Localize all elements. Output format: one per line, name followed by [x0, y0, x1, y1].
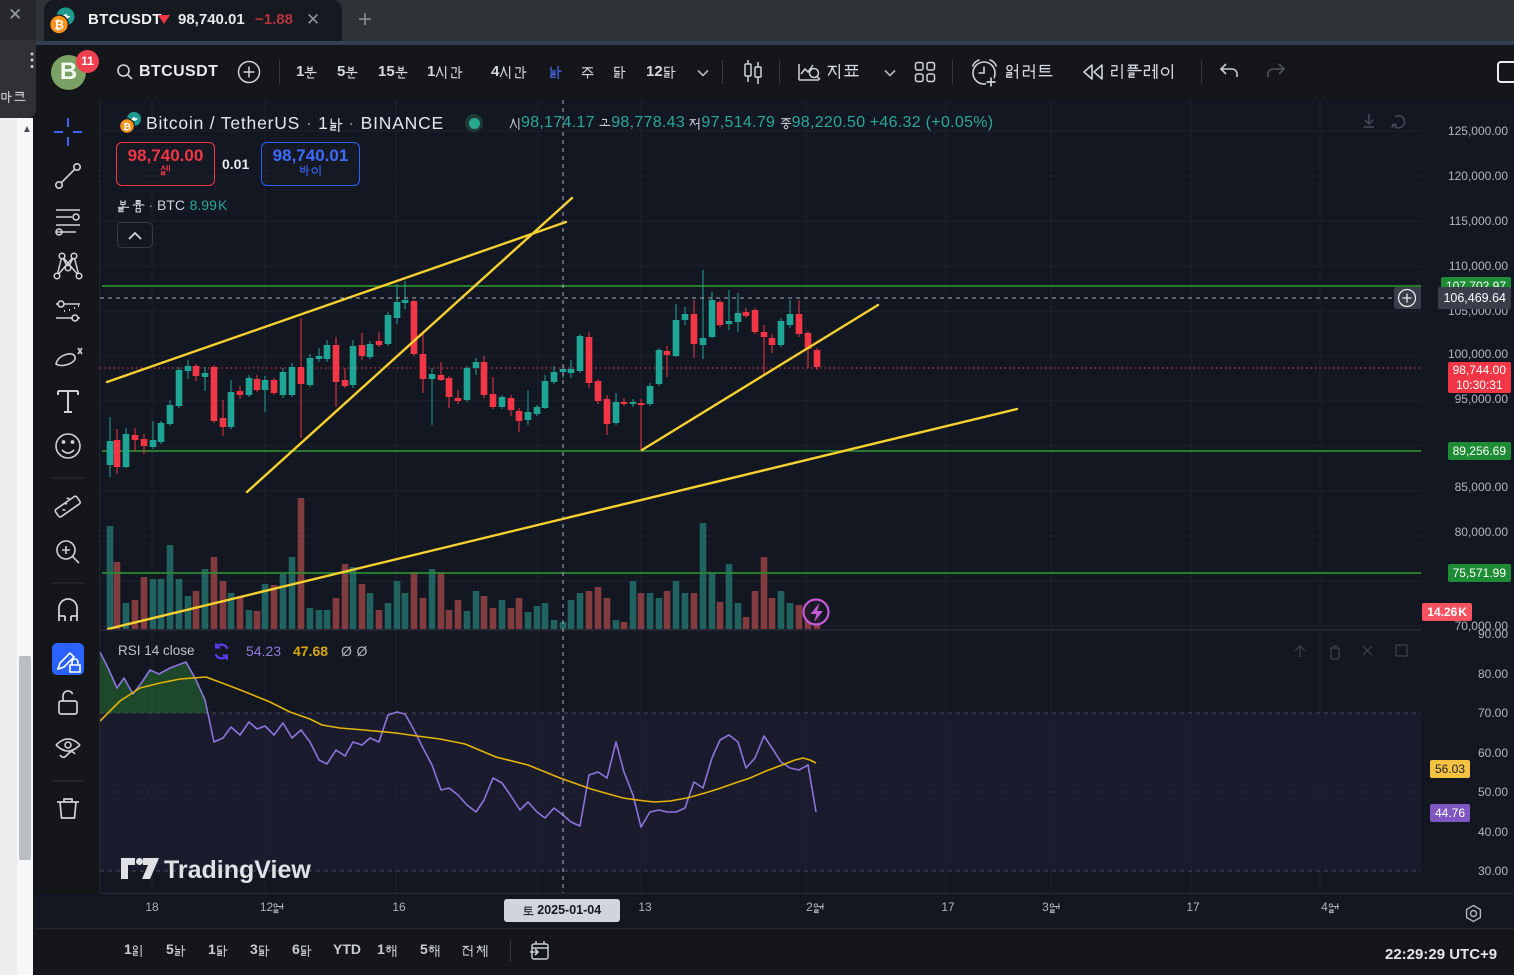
svg-text:₿: ₿	[54, 18, 64, 32]
svg-text:₿: ₿	[123, 122, 131, 133]
